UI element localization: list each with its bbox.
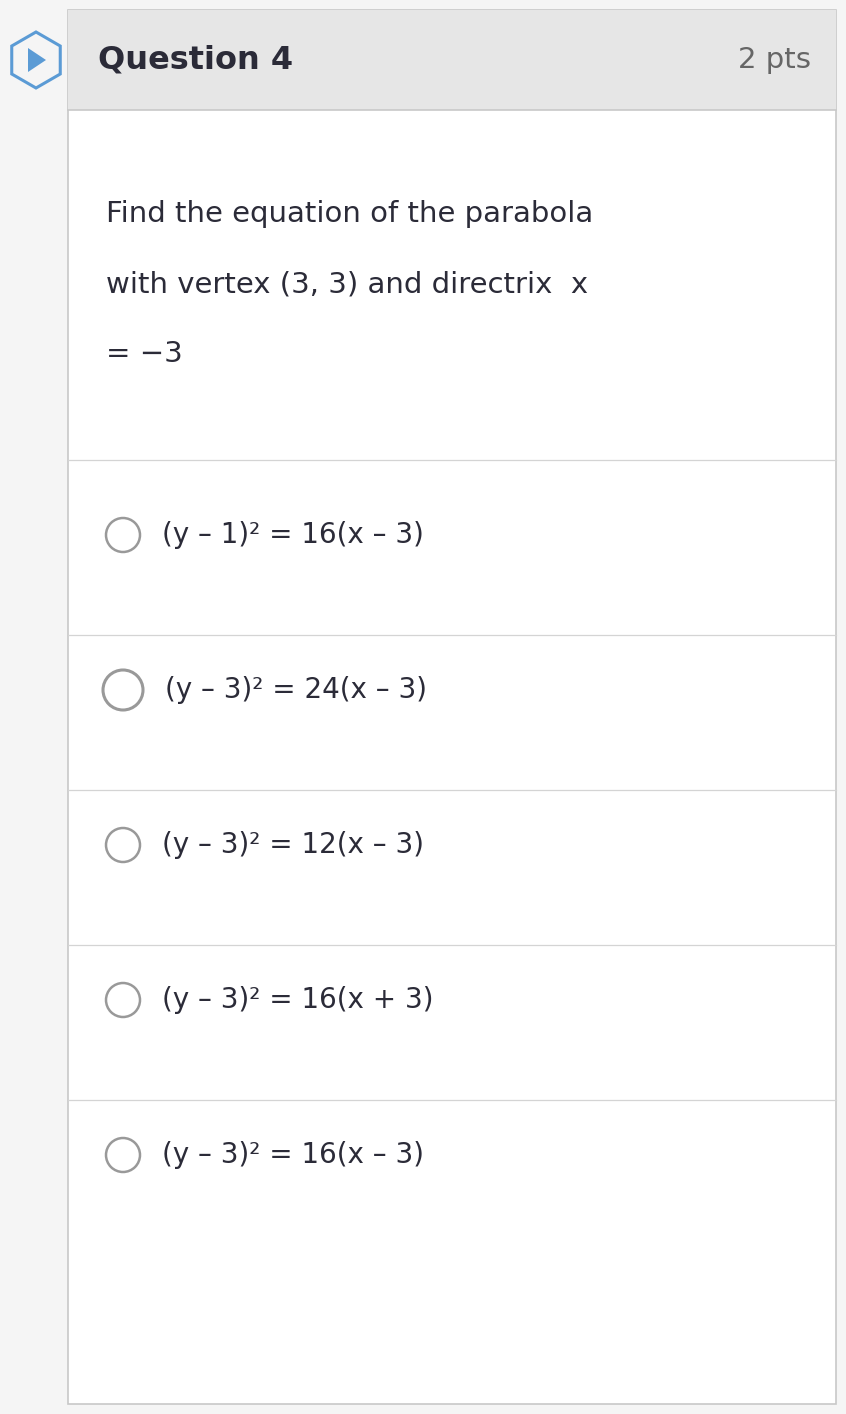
Text: (y – 3)² = 16(x + 3): (y – 3)² = 16(x + 3) [162,986,433,1014]
Text: (y – 1)² = 16(x – 3): (y – 1)² = 16(x – 3) [162,520,424,549]
Text: (y – 3)² = 12(x – 3): (y – 3)² = 12(x – 3) [162,831,424,858]
Text: (y – 3)² = 24(x – 3): (y – 3)² = 24(x – 3) [165,676,427,704]
Text: = −3: = −3 [106,339,183,368]
Text: Find the equation of the parabola: Find the equation of the parabola [106,199,593,228]
Polygon shape [28,48,46,72]
Bar [68,10,836,110]
Text: (y – 3)² = 16(x – 3): (y – 3)² = 16(x – 3) [162,1141,424,1169]
Text: 2 pts: 2 pts [738,47,811,74]
Text: Question 4: Question 4 [98,44,293,75]
Text: with vertex (3, 3) and directrix  x: with vertex (3, 3) and directrix x [106,270,588,298]
